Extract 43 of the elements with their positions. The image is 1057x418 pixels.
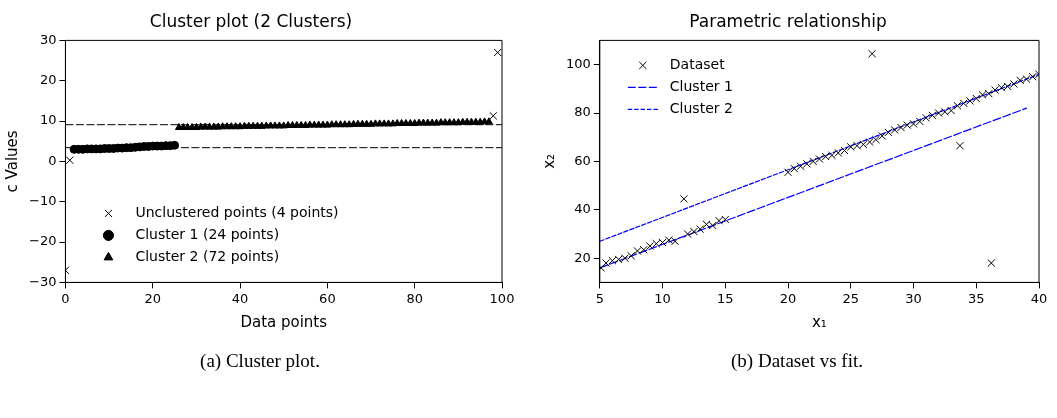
y-tick-label: 30 <box>39 31 57 47</box>
x-tick-label: 20 <box>144 290 162 306</box>
legend-label: Dataset <box>669 56 726 73</box>
x-tick-label: 40 <box>1030 290 1048 306</box>
y-tick-label: 60 <box>574 152 591 168</box>
x-tick-label: 0 <box>61 290 70 306</box>
text: (a) Cluster plot. <box>199 350 321 372</box>
x-tick-label: 35 <box>967 290 985 306</box>
y-tick-label: 40 <box>574 201 591 217</box>
x-tick-label: 20 <box>779 290 797 306</box>
x-tick-label: 40 <box>231 290 249 306</box>
y-tick-label: −30 <box>29 273 57 289</box>
y-tick-label: 100 <box>565 55 591 71</box>
legend-label: Cluster 2 (72 points) <box>135 248 280 265</box>
x-tick-label: 5 <box>595 290 604 306</box>
y-tick-label: 20 <box>574 249 591 265</box>
y-tick-label: 20 <box>39 72 57 88</box>
point <box>493 48 502 57</box>
y-tick-label: −20 <box>29 233 57 249</box>
chart-title: Parametric relationship <box>689 10 887 31</box>
y-axis-title: x₂ <box>539 153 558 169</box>
x-tick-label: 100 <box>489 290 515 306</box>
legend-label: Cluster 1 (24 points) <box>135 226 280 243</box>
y-tick-label: 80 <box>574 104 591 120</box>
chart-title: Cluster plot (2 Clusters) <box>149 10 353 31</box>
x-tick-label: 15 <box>717 290 734 306</box>
y-tick-label: −10 <box>29 193 57 209</box>
x-tick-label: 80 <box>406 290 423 306</box>
x-tick-label: 25 <box>842 290 860 306</box>
legend-label: Cluster 1 <box>669 78 733 95</box>
y-tick-label: 0 <box>48 152 57 168</box>
point <box>170 140 180 150</box>
x-axis-title: x₁ <box>811 312 827 331</box>
legend-label: Cluster 2 <box>669 100 733 117</box>
y-axis-title: c Values <box>2 130 21 193</box>
x-tick-label: 10 <box>654 290 671 306</box>
x-axis-title: Data points <box>240 312 328 331</box>
x-tick-label: 60 <box>319 290 336 306</box>
text: (b) Dataset vs fit. <box>730 350 864 372</box>
x-tick-label: 30 <box>905 290 922 306</box>
point <box>489 111 498 120</box>
legend-label: Unclustered points (4 points) <box>135 204 339 221</box>
y-tick-label: 10 <box>39 112 57 128</box>
